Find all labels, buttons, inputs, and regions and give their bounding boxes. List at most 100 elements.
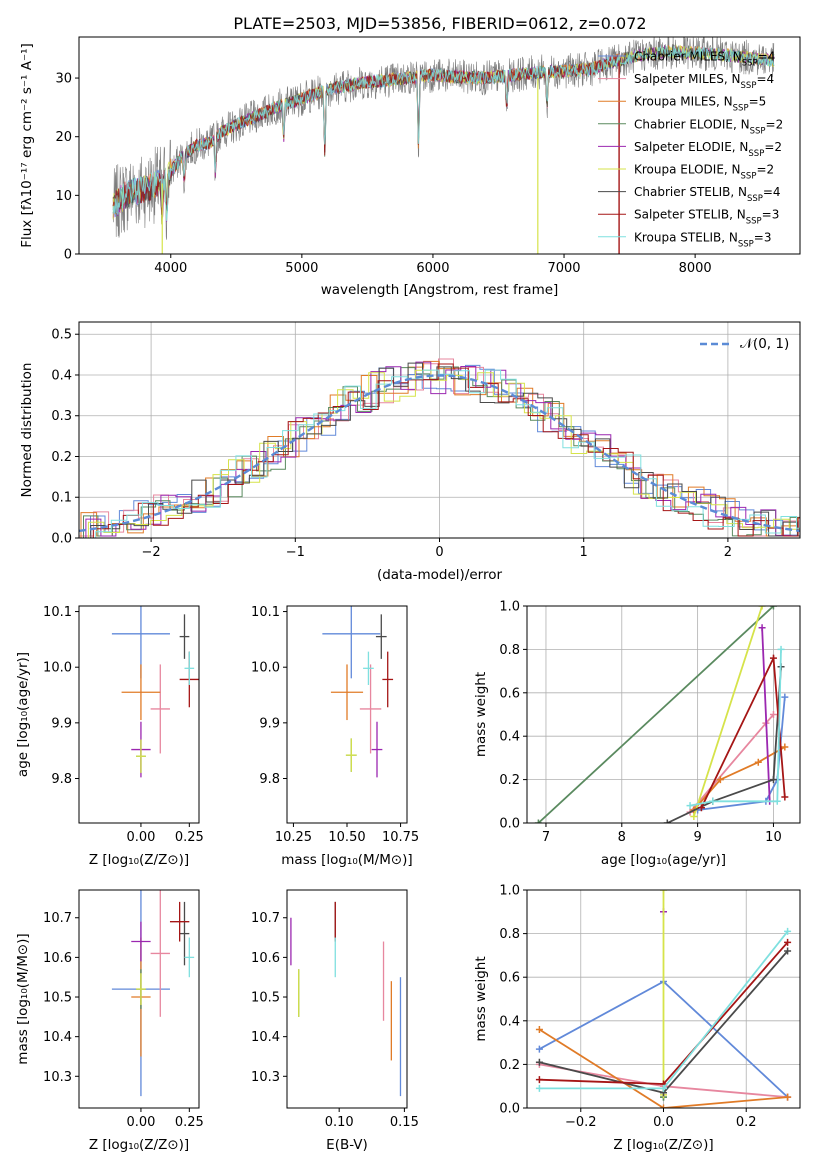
y-tick-label: 10.3 [43,1070,72,1085]
x-tick-label: 10.25 [275,830,312,845]
y-tick-label: 1.0 [499,884,520,899]
histogram-series [85,361,800,538]
y-tick-label: 10.3 [251,1070,280,1085]
y-tick-label: 10.7 [43,911,72,926]
sfh-marker [716,776,724,784]
sfh-marker [535,1045,543,1053]
sfh-marker [784,947,792,955]
x-tick-label: 0.25 [175,1115,204,1130]
y-tick-label: 9.9 [51,716,72,731]
y-tick-label: 20 [55,130,72,145]
y-tick-label: 0.2 [499,1058,520,1073]
error-bars [111,890,195,1097]
sfh-z-panel: −0.2 0.0 0.2 0.0 0.2 0.4 0.6 0.8 1.0 Z [log₁₀(Z/Z… [473,884,801,1153]
plot-frame [526,889,801,1109]
spectrum-lines [112,37,775,254]
y-tick-label: 10.5 [43,991,72,1006]
error-bars [322,606,394,778]
sfh-marker [773,797,781,805]
sfh-marker [769,654,777,662]
mass-vs-z-panel: 0.00 0.25 10.3 10.4 10.5 10.6 10.7 Z [log₁₀(Z/Z… [15,889,204,1153]
sfh-marker [769,776,777,784]
y-axis-label: Flux [fλ10⁻¹⁷ erg cm⁻² s⁻¹ A⁻¹] [19,43,35,248]
plot-frame [526,605,801,824]
y-tick-label: 0.4 [499,730,520,745]
sfh-marker [777,645,785,653]
x-axis-label: Z [log₁₀(Z/Z⊙)] [613,1137,713,1153]
y-tick-label: 0.1 [51,491,72,506]
x-tick-label: −2 [142,545,161,560]
y-tick-label: 10.4 [43,1030,72,1045]
y-tick-label: 9.8 [259,772,280,787]
x-tick-label: 4000 [154,261,187,276]
sfh-marker [758,606,766,610]
x-tick-label: 8 [618,830,626,845]
sfh-marker [758,624,766,632]
sfh-marker [660,1104,667,1108]
y-tick-label: 10.0 [251,661,280,676]
sfh-marker [660,890,667,894]
histogram-series [79,364,800,537]
x-tick-label: 0.0 [653,1115,674,1130]
histogram-legend: 𝒩(0, 1) [700,336,789,352]
y-tick-label: 0.0 [499,1102,520,1117]
legend-entry: Chabrier STELIB, NSSP=4 [634,185,781,204]
x-tick-label: 10 [765,830,782,845]
sfh-marker [709,797,717,805]
sfh-marker [769,606,777,610]
x-tick-label: 0.10 [325,1115,354,1130]
spectrum-legend: Chabrier MILES, NSSP=4 Salpeter MILES, NS… [598,50,783,249]
error-bars [290,901,402,1097]
plot-frame [286,605,408,824]
sfh-marker [690,812,698,820]
x-tick-label: 2 [724,545,732,560]
x-tick-label: 10.75 [382,830,419,845]
x-tick-label: 0.15 [390,1115,419,1130]
y-axis-label: Normed distribution [19,363,35,498]
plot-frame [78,889,200,1109]
y-tick-label: 0.4 [51,368,72,383]
age-vs-z-panel: 0.00 0.25 9.8 9.9 10.0 10.1 Z [log₁₀(Z/Z⊙)] age… [15,605,204,868]
sfh-marker [535,1084,543,1092]
y-tick-label: 0.8 [499,927,520,942]
legend-entry: Kroupa MILES, NSSP=5 [634,95,766,114]
sfh-lines [535,890,792,1108]
y-tick-label: 1.0 [499,600,520,615]
plot-frame [78,36,801,255]
sfh-marker [535,1026,543,1034]
x-tick-label: 7 [542,830,550,845]
x-axis-label: Z [log₁₀(Z/Z⊙)] [89,1137,189,1153]
y-tick-label: 0.6 [499,686,520,701]
histogram-series [87,369,800,538]
plot-frame [78,605,200,824]
y-tick-label: 0.0 [499,817,520,832]
legend-entry: Chabrier ELODIE, NSSP=2 [634,117,783,136]
y-tick-label: 10.5 [251,991,280,1006]
sfh-series [689,649,782,807]
y-tick-label: 0.4 [499,1014,520,1029]
y-tick-label: 10.1 [43,605,72,620]
model-fit-line [112,45,775,222]
y-tick-label: 0.2 [499,773,520,788]
sfh-series [761,627,771,802]
sfh-marker [784,938,792,946]
sfh-marker [754,758,762,766]
x-tick-label: 7000 [547,261,580,276]
age-vs-mass-panel: 10.25 10.50 10.75 9.8 9.9 10.0 10.1 mass [log₁₀… [251,605,419,868]
y-tick-label: 9.8 [51,772,72,787]
x-axis-label: mass [log₁₀(M/M⊙)] [281,852,412,868]
y-tick-label: 0.8 [499,643,520,658]
y-axis-label: mass weight [473,672,489,757]
plot-frame [286,889,408,1109]
legend-entry: Salpeter ELODIE, NSSP=2 [634,140,782,159]
y-tick-label: 10.6 [251,951,280,966]
legend-entry: Chabrier MILES, NSSP=4 [634,50,775,69]
histogram-series [80,360,800,538]
sfh-marker [686,802,694,810]
sfh-marker [769,711,777,718]
y-tick-label: 0.2 [51,450,72,465]
sfh-series [692,606,763,817]
x-tick-label: −1 [286,545,305,560]
x-tick-label: 1 [580,545,588,560]
y-tick-label: 10.4 [251,1030,280,1045]
